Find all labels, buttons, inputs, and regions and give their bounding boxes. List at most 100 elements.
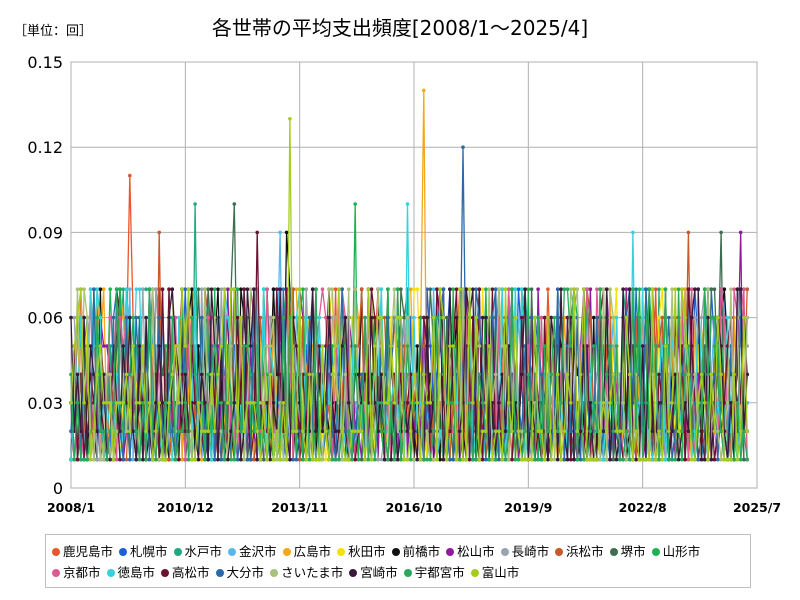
data-point [288, 287, 292, 292]
legend-label: 長崎市 [511, 544, 550, 559]
data-point [742, 287, 746, 292]
legend-item: 宇都宮市 [403, 562, 465, 583]
data-point [399, 287, 403, 292]
data-point [716, 401, 720, 405]
data-point [134, 429, 139, 434]
legend-marker [282, 548, 291, 556]
data-point [487, 457, 491, 462]
legend-item: 松山市 [446, 541, 495, 562]
data-point [523, 457, 527, 462]
data-point [330, 372, 335, 377]
legend-marker [52, 548, 60, 556]
x-tick-label: 2025/7 [733, 500, 781, 515]
data-point [69, 315, 73, 320]
data-point [88, 344, 93, 348]
x-tick-label: 2022/8 [619, 500, 667, 515]
data-point [121, 344, 126, 348]
data-point [608, 344, 612, 348]
data-point [265, 287, 269, 292]
data-point [742, 457, 746, 462]
data-point [657, 372, 661, 377]
data-point [242, 457, 246, 462]
data-point [457, 287, 462, 292]
data-point [180, 287, 184, 292]
data-point [699, 457, 704, 462]
data-point [526, 287, 531, 292]
data-point [516, 429, 521, 434]
data-point [395, 287, 400, 292]
data-point [738, 429, 743, 434]
data-point [157, 315, 161, 320]
data-point [330, 457, 335, 462]
data-point [735, 457, 740, 462]
data-point [422, 457, 426, 462]
data-point [137, 287, 142, 292]
data-point [304, 372, 309, 377]
data-point [183, 344, 188, 348]
data-point [693, 457, 697, 462]
data-point [170, 457, 175, 462]
data-point [160, 457, 165, 462]
data-point [177, 344, 181, 348]
data-point [163, 457, 168, 462]
data-point [742, 315, 746, 320]
data-point [255, 457, 259, 462]
data-point [235, 344, 240, 348]
data-point [137, 401, 142, 405]
data-point [288, 117, 292, 121]
data-point [614, 344, 619, 348]
data-point [239, 315, 243, 320]
legend-label: 前橋市 [402, 544, 441, 559]
data-point [219, 287, 224, 292]
data-point [627, 457, 632, 462]
data-point [333, 344, 338, 348]
data-point [216, 401, 220, 405]
data-point [324, 315, 328, 320]
data-point [134, 457, 139, 462]
legend-item: 宮崎市 [349, 562, 398, 583]
data-point [167, 287, 171, 292]
data-point [206, 457, 210, 462]
data-point [680, 287, 684, 292]
data-point [108, 372, 112, 377]
data-point [425, 401, 429, 405]
data-point [493, 429, 498, 434]
data-point [85, 344, 90, 348]
legend-marker [52, 569, 60, 577]
data-point [128, 372, 132, 377]
data-point [474, 287, 478, 292]
data-point [405, 401, 410, 405]
data-point [245, 457, 250, 462]
data-point [546, 457, 550, 462]
data-point [147, 401, 152, 405]
data-point [245, 401, 250, 405]
data-point [340, 457, 344, 462]
data-point [170, 315, 175, 320]
data-point [121, 457, 126, 462]
data-point [435, 287, 439, 292]
data-point [108, 401, 112, 405]
data-point [190, 457, 194, 462]
legend-label: 浜松市 [566, 544, 604, 559]
legend-label: 富山市 [481, 565, 520, 580]
data-point [588, 429, 593, 434]
legend-item: さいたま市 [270, 562, 343, 583]
data-point [484, 287, 488, 292]
data-point [141, 401, 145, 405]
data-point [621, 429, 625, 434]
data-point [359, 372, 364, 377]
data-point [278, 372, 282, 377]
data-point [69, 372, 73, 377]
data-point [356, 457, 361, 462]
data-point [278, 287, 282, 292]
data-point [637, 401, 642, 405]
data-point [399, 457, 403, 462]
data-point [271, 401, 276, 405]
data-point [333, 287, 338, 292]
legend-label: 山形市 [662, 544, 701, 559]
legend-label: 宮崎市 [360, 565, 398, 580]
data-point [732, 457, 736, 462]
data-point [252, 457, 256, 462]
data-point [513, 315, 518, 320]
data-point [588, 457, 593, 462]
